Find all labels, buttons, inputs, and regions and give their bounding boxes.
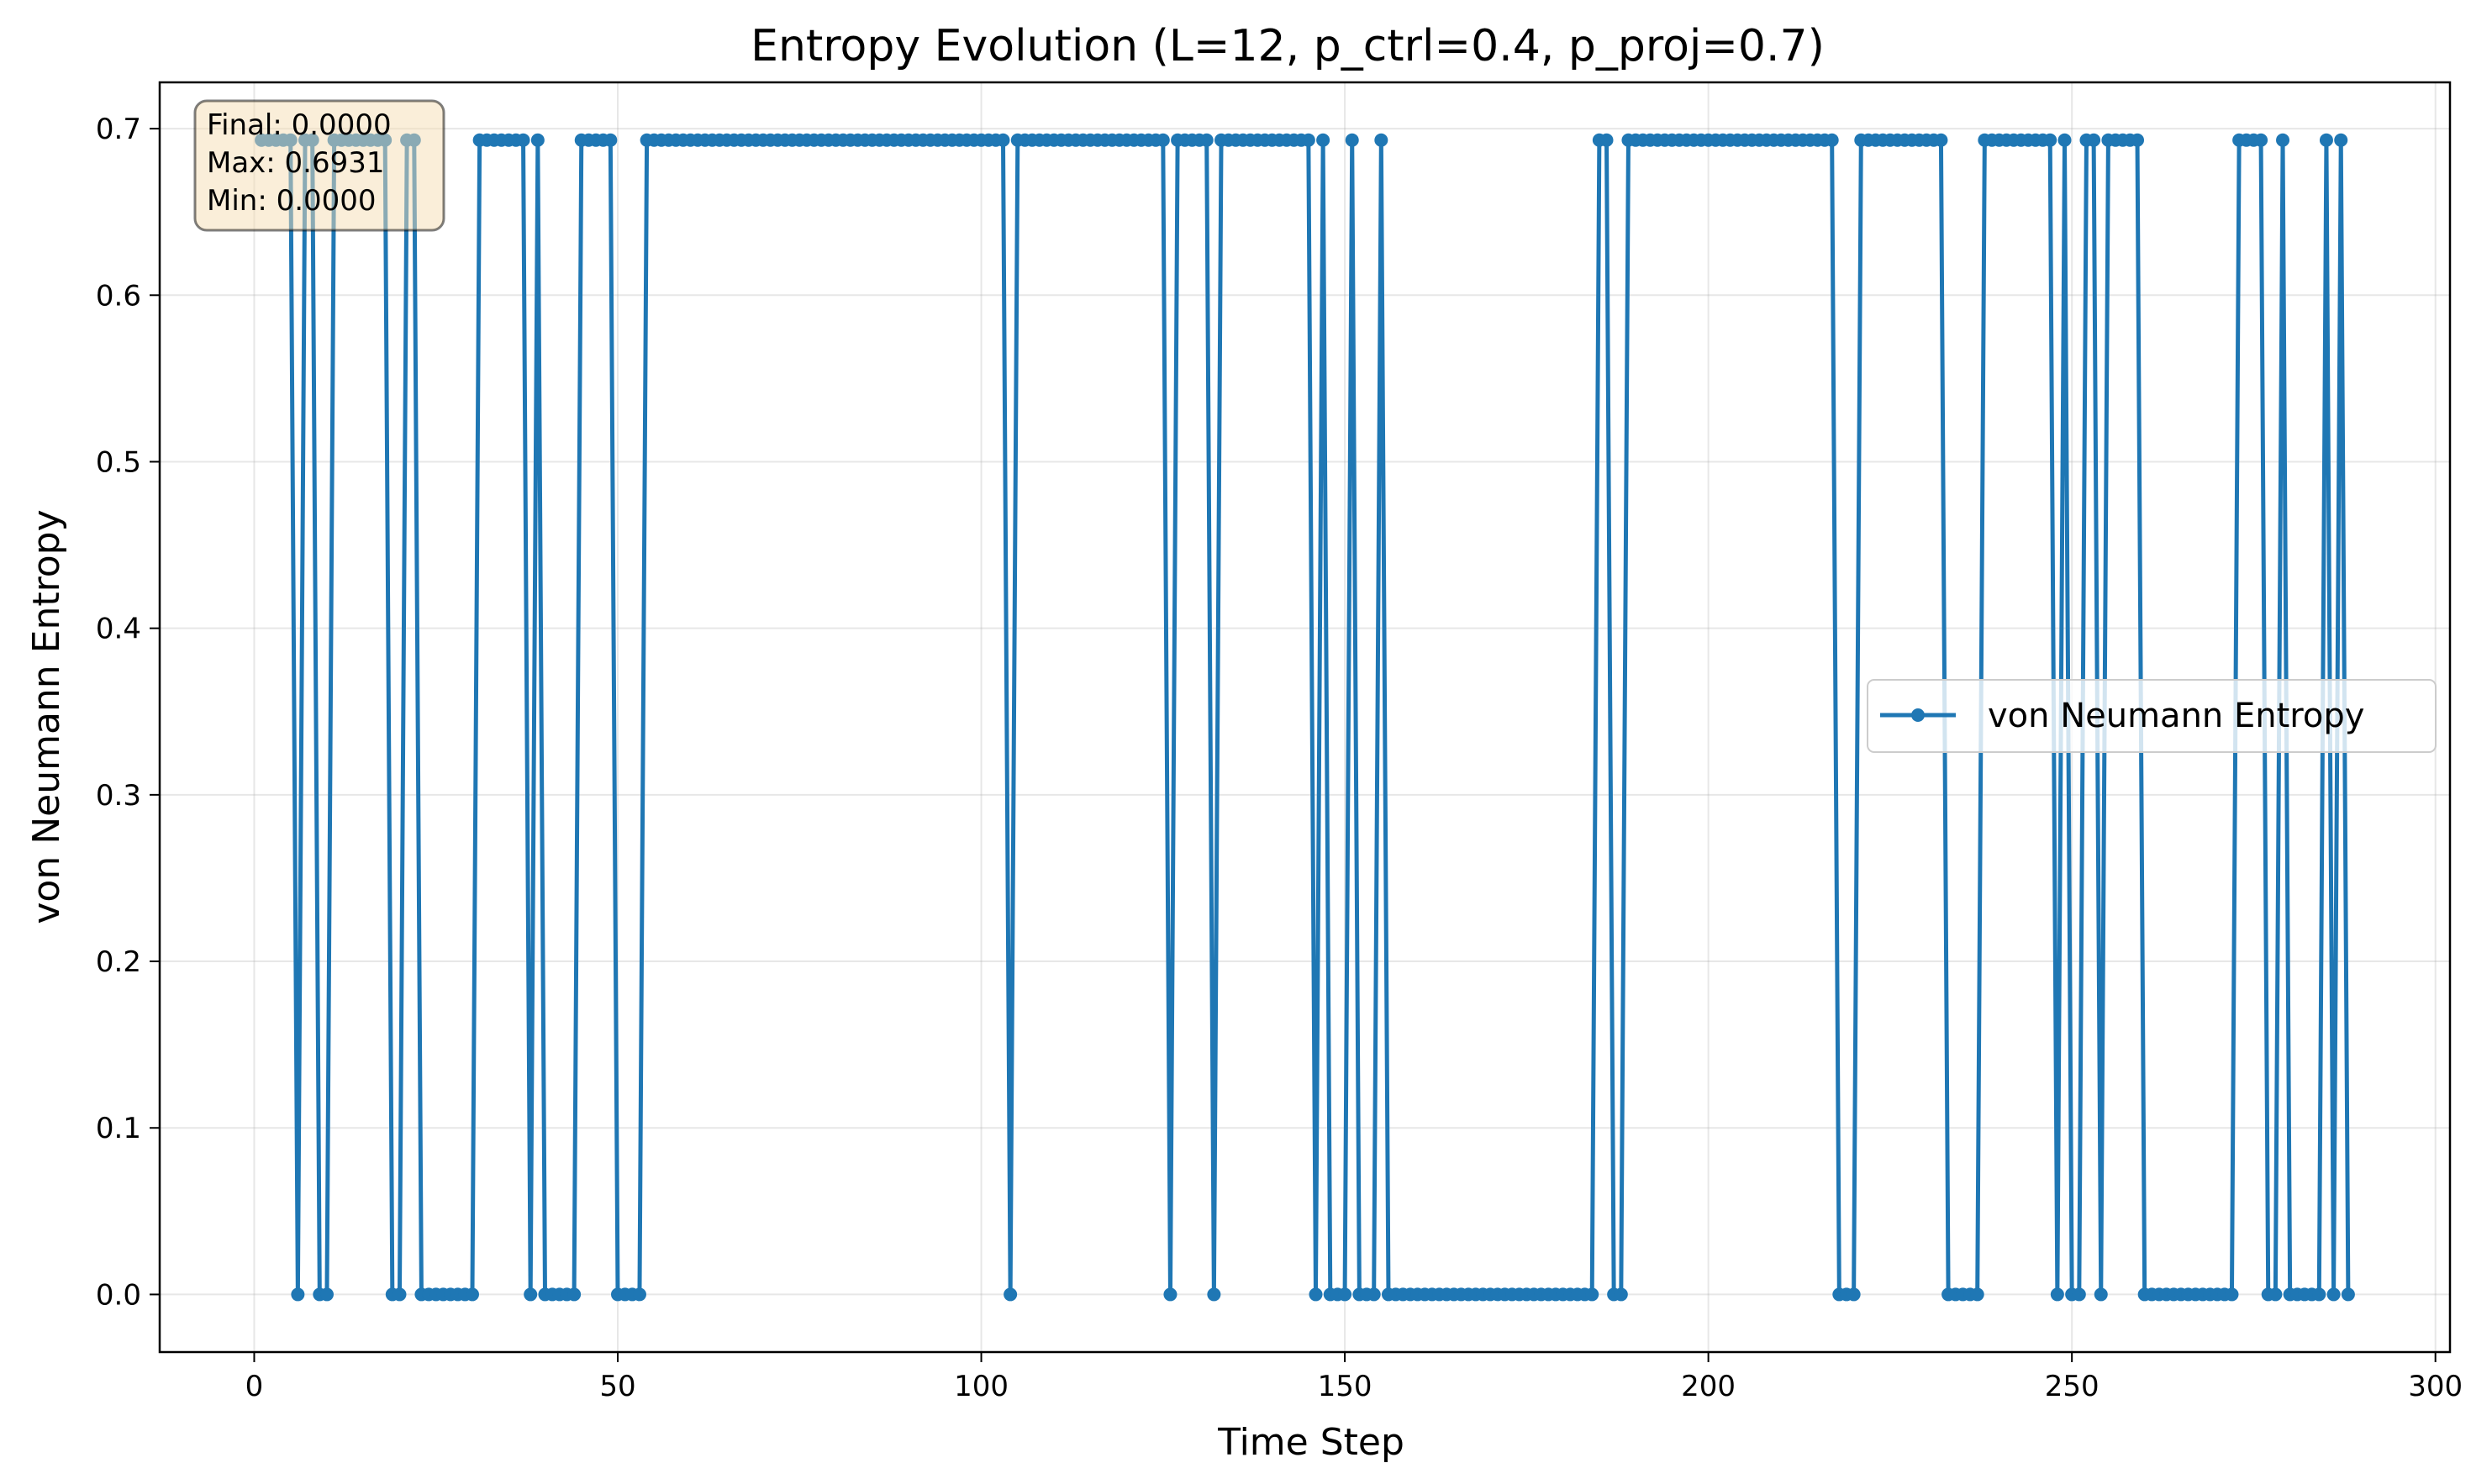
y-tick-label: 0.2 — [96, 945, 141, 979]
data-point — [1156, 133, 1170, 147]
data-point — [319, 1287, 334, 1302]
data-point — [1338, 1287, 1352, 1302]
data-point — [1614, 1287, 1628, 1302]
y-axis-label: von Neumann Entropy — [25, 509, 68, 924]
y-tick-label: 0.1 — [96, 1112, 141, 1145]
data-point — [1301, 133, 1315, 147]
stats-max-value: Max: 0.6931 — [207, 146, 385, 180]
axis-ticks: 0 50 100 150 200 250 300 0.0 0.1 0.2 0.3 0.4 0.5 0.6 0… — [96, 113, 2463, 1403]
y-tick-label: 0.4 — [96, 613, 141, 646]
x-tick-label: 50 — [599, 1370, 635, 1403]
series-von-neumann-entropy — [255, 133, 2355, 1302]
data-point — [524, 1287, 538, 1302]
y-tick-label: 0.6 — [96, 279, 141, 313]
data-point — [996, 133, 1010, 147]
data-point — [2043, 133, 2057, 147]
x-axis-label: Time Step — [1217, 1421, 1404, 1464]
data-point — [1367, 1287, 1381, 1302]
stats-final-value: Final: 0.0000 — [207, 108, 392, 142]
data-point — [1163, 1287, 1178, 1302]
data-point — [1847, 1287, 1861, 1302]
data-point — [516, 133, 530, 147]
data-point — [1585, 1287, 1599, 1302]
data-point — [2094, 1287, 2108, 1302]
data-point — [2087, 133, 2101, 147]
data-point — [2334, 133, 2348, 147]
stats-box-frame — [193, 99, 445, 232]
data-point — [1970, 1287, 1984, 1302]
x-tick-label: 200 — [1681, 1370, 1736, 1403]
data-point — [393, 1287, 407, 1302]
y-tick-label: 0.5 — [96, 445, 141, 479]
data-point — [2131, 133, 2145, 147]
data-point — [291, 1287, 305, 1302]
legend-marker-swatch — [1911, 708, 1925, 722]
plot-frame — [158, 81, 2452, 1354]
data-point — [2276, 133, 2290, 147]
data-point — [2319, 133, 2333, 147]
data-point — [1309, 1287, 1323, 1302]
data-point — [530, 133, 545, 147]
data-point — [2057, 133, 2072, 147]
data-point — [2312, 1287, 2326, 1302]
data-point — [1199, 133, 1214, 147]
data-point — [2072, 1287, 2086, 1302]
data-point — [632, 1287, 646, 1302]
data-point — [2254, 133, 2268, 147]
data-point — [1345, 133, 1359, 147]
data-point — [1825, 133, 1839, 147]
legend: von Neumann Entropy — [1867, 679, 2437, 753]
data-point — [567, 1287, 582, 1302]
data-point — [2268, 1287, 2283, 1302]
legend-frame — [1867, 679, 2437, 753]
chart-title: Entropy Evolution (L=12, p_ctrl=0.4, p_p… — [751, 21, 1825, 71]
data-point — [1207, 1287, 1221, 1302]
data-point — [2326, 1287, 2341, 1302]
data-point — [603, 133, 618, 147]
data-point — [1599, 133, 1614, 147]
stats-box: Final: 0.0000 Max: 0.6931 Min: 0.0000 — [193, 99, 445, 232]
data-point — [465, 1287, 479, 1302]
data-point — [2341, 1287, 2355, 1302]
x-tick-label: 300 — [2408, 1370, 2463, 1403]
y-tick-label: 0.3 — [96, 779, 141, 813]
data-point — [1316, 133, 1330, 147]
x-tick-label: 250 — [2045, 1370, 2099, 1403]
y-tick-label: 0.7 — [96, 113, 141, 146]
data-point — [1374, 133, 1388, 147]
data-point — [2225, 1287, 2239, 1302]
y-tick-label: 0.0 — [96, 1278, 141, 1312]
x-tick-label: 0 — [245, 1370, 264, 1403]
stats-min-value: Min: 0.0000 — [207, 184, 377, 218]
data-point — [1934, 133, 1948, 147]
x-tick-label: 150 — [1318, 1370, 1372, 1403]
data-point — [1004, 1287, 1018, 1302]
data-point — [2050, 1287, 2064, 1302]
legend-entry-von-neumann-entropy: von Neumann Entropy — [1988, 697, 2364, 735]
x-tick-label: 100 — [954, 1370, 1009, 1403]
